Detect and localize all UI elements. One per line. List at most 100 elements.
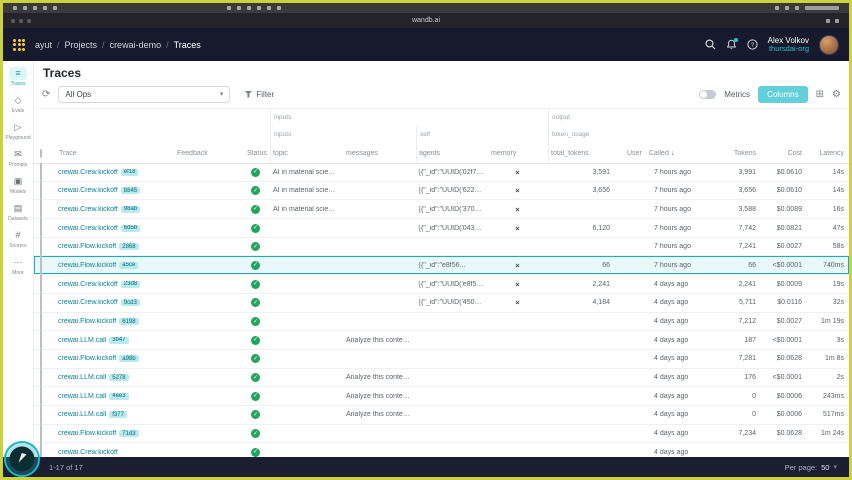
- bell-icon[interactable]: [726, 38, 738, 50]
- col-header-called[interactable]: Called ↓: [649, 150, 675, 157]
- user-cell: [624, 350, 646, 368]
- sidebar-item[interactable]: ▷ Playground: [3, 121, 33, 142]
- table-row[interactable]: crewai.Crew.kickoff 6d5b ✓ [{"_id":"UUID…: [34, 218, 849, 238]
- row-checkbox[interactable]: [40, 199, 42, 219]
- metrics-toggle[interactable]: [699, 89, 717, 99]
- row-checkbox[interactable]: [40, 423, 42, 443]
- row-checkbox[interactable]: [40, 442, 42, 457]
- trace-link[interactable]: crewai.LLM.call: [58, 411, 107, 419]
- row-checkbox[interactable]: [40, 404, 42, 424]
- row-checkbox[interactable]: [40, 255, 42, 275]
- col-header-cost[interactable]: Cost: [787, 150, 802, 157]
- table-row[interactable]: crewai.Crew.kickoff 9cd3 ✓ [{"_id":"UUID…: [34, 292, 849, 313]
- called-cell: 4 days ago: [654, 430, 689, 438]
- row-checkbox[interactable]: [40, 218, 42, 238]
- trace-link[interactable]: crewai.Crew.kickoff: [58, 299, 118, 307]
- row-checkbox[interactable]: [40, 348, 42, 368]
- trace-id-badge: ef18: [120, 168, 139, 176]
- row-checkbox[interactable]: [40, 236, 42, 256]
- wandb-logo-icon[interactable]: [13, 38, 25, 51]
- trace-link[interactable]: crewai.Crew.kickoff: [58, 280, 118, 288]
- row-checkbox[interactable]: [40, 163, 42, 181]
- col-header-agents[interactable]: agents: [419, 150, 441, 157]
- breadcrumb-current[interactable]: Traces: [173, 39, 201, 50]
- browser-url[interactable]: wandb.ai: [411, 17, 441, 24]
- table-row[interactable]: crewai.LLM.call 4ee3 ✓ Analyze this cont…: [34, 386, 849, 406]
- settings-gear-icon[interactable]: ⚙: [832, 88, 841, 100]
- table-row[interactable]: crewai.LLM.call 5278 ✓ Analyze this cont…: [34, 367, 849, 388]
- table-row[interactable]: crewai.LLM.call f377 ✓ Analyze this cont…: [34, 404, 849, 425]
- group-divider: [416, 126, 417, 163]
- trace-link[interactable]: crewai.Crew.kickoff: [58, 224, 118, 232]
- columns-button[interactable]: Columns: [758, 85, 808, 103]
- search-icon[interactable]: [705, 39, 716, 50]
- status-success-icon: ✓: [251, 317, 260, 326]
- col-header-feedback[interactable]: Feedback: [177, 150, 208, 157]
- row-checkbox[interactable]: [40, 274, 42, 294]
- row-checkbox[interactable]: [40, 330, 42, 350]
- row-checkbox[interactable]: [40, 292, 42, 312]
- row-checkbox[interactable]: [40, 386, 42, 406]
- trace-link[interactable]: crewai.LLM.call: [58, 374, 107, 382]
- col-header-tokens[interactable]: Tokens: [733, 150, 756, 157]
- table-row[interactable]: crewai.Flow.kickoff 2868 ✓ ×: [34, 236, 849, 257]
- col-header-trace[interactable]: Trace: [59, 150, 77, 157]
- table-row[interactable]: crewai.Crew.kickoff 98ab ✓ AI in materia…: [34, 199, 849, 220]
- trace-link[interactable]: crewai.Flow.kickoff: [58, 430, 117, 438]
- sidebar-item[interactable]: ✉ Prompts: [3, 148, 33, 169]
- filter-button[interactable]: Filter: [238, 86, 280, 103]
- row-checkbox[interactable]: [40, 180, 42, 200]
- help-icon[interactable]: ?: [747, 39, 758, 50]
- sidebar-item[interactable]: ≡ Traces: [3, 67, 33, 87]
- sidebar-item[interactable]: # Scorers: [3, 229, 33, 250]
- trace-link[interactable]: crewai.Flow.kickoff: [58, 261, 117, 269]
- col-header-total-tokens[interactable]: total_tokens: [551, 150, 589, 157]
- sidebar-item[interactable]: ◇ Evals: [3, 94, 33, 115]
- breadcrumb-project[interactable]: crewai-demo: [109, 39, 162, 50]
- col-header-user[interactable]: User: [627, 150, 642, 157]
- table-row[interactable]: crewai.Flow.kickoff 6198 ✓ ×: [34, 311, 849, 332]
- trace-link[interactable]: crewai.Flow.kickoff: [58, 243, 117, 251]
- table-row[interactable]: crewai.Crew.kickoff 23d8 ✓ [{"_id":"UUID…: [34, 274, 849, 294]
- ops-filter-select[interactable]: All Ops ▾: [58, 85, 231, 103]
- col-header-latency[interactable]: Latency: [819, 150, 844, 157]
- col-header-topic[interactable]: topic: [273, 150, 288, 157]
- refresh-icon[interactable]: ⟳: [42, 88, 51, 100]
- latency-cell: 1m 8s: [824, 355, 844, 363]
- col-header-messages[interactable]: messages: [346, 150, 378, 157]
- col-header-status[interactable]: Status: [247, 150, 267, 157]
- table-row[interactable]: crewai.LLM.call 3b47 ✓ Analyze this cont…: [34, 330, 849, 350]
- latency-cell: 2s: [836, 374, 844, 382]
- table-row[interactable]: crewai.Flow.kickoff a98b ✓ ×: [34, 348, 849, 369]
- latency-cell: 58s: [832, 243, 844, 251]
- row-checkbox[interactable]: [40, 367, 42, 387]
- table-row[interactable]: crewai.Crew.kickoff ✓ ×: [34, 442, 849, 457]
- column-group-row-top: inputs output: [34, 108, 849, 127]
- breadcrumb-projects[interactable]: Projects: [64, 39, 98, 50]
- window-controls[interactable]: [11, 18, 31, 23]
- user-menu[interactable]: Alex Volkov thursdai-org: [768, 36, 809, 54]
- trace-link[interactable]: crewai.Crew.kickoff: [58, 187, 118, 195]
- table-row[interactable]: crewai.Flow.kickoff 71d3 ✓ ×: [34, 423, 849, 444]
- trace-link[interactable]: crewai.LLM.call: [58, 392, 107, 400]
- table-row[interactable]: crewai.Crew.kickoff b845 ✓ AI in materia…: [34, 180, 849, 201]
- user-avatar[interactable]: [819, 34, 839, 55]
- sidebar-item[interactable]: ⋯ More: [3, 256, 33, 277]
- status-cell: ✓: [244, 186, 270, 196]
- trace-link[interactable]: crewai.Flow.kickoff: [58, 355, 117, 363]
- sidebar-item[interactable]: ▤ Datasets: [3, 202, 33, 223]
- col-header-memory[interactable]: memory: [491, 150, 517, 157]
- sidebar-item[interactable]: ▣ Models: [3, 175, 33, 196]
- trace-link[interactable]: crewai.Flow.kickoff: [58, 318, 117, 325]
- trace-link[interactable]: crewai.Crew.kickoff: [58, 448, 118, 456]
- trace-link[interactable]: crewai.Crew.kickoff: [58, 205, 118, 213]
- trace-link[interactable]: crewai.Crew.kickoff: [58, 168, 118, 176]
- table-row[interactable]: crewai.Flow.kickoff a5ce ✓ [{"_id":"e8f5…: [34, 255, 849, 276]
- breadcrumb-entity[interactable]: ayut: [35, 39, 53, 50]
- row-checkbox[interactable]: [40, 311, 42, 331]
- row-density-icon[interactable]: ⊞: [815, 88, 825, 100]
- table-row[interactable]: crewai.Crew.kickoff ef18 ✓ AI in materia…: [34, 163, 849, 182]
- select-all-checkbox[interactable]: [40, 149, 42, 158]
- trace-link[interactable]: crewai.LLM.call: [58, 336, 107, 344]
- per-page-select[interactable]: Per page: 50 ▾: [784, 462, 837, 472]
